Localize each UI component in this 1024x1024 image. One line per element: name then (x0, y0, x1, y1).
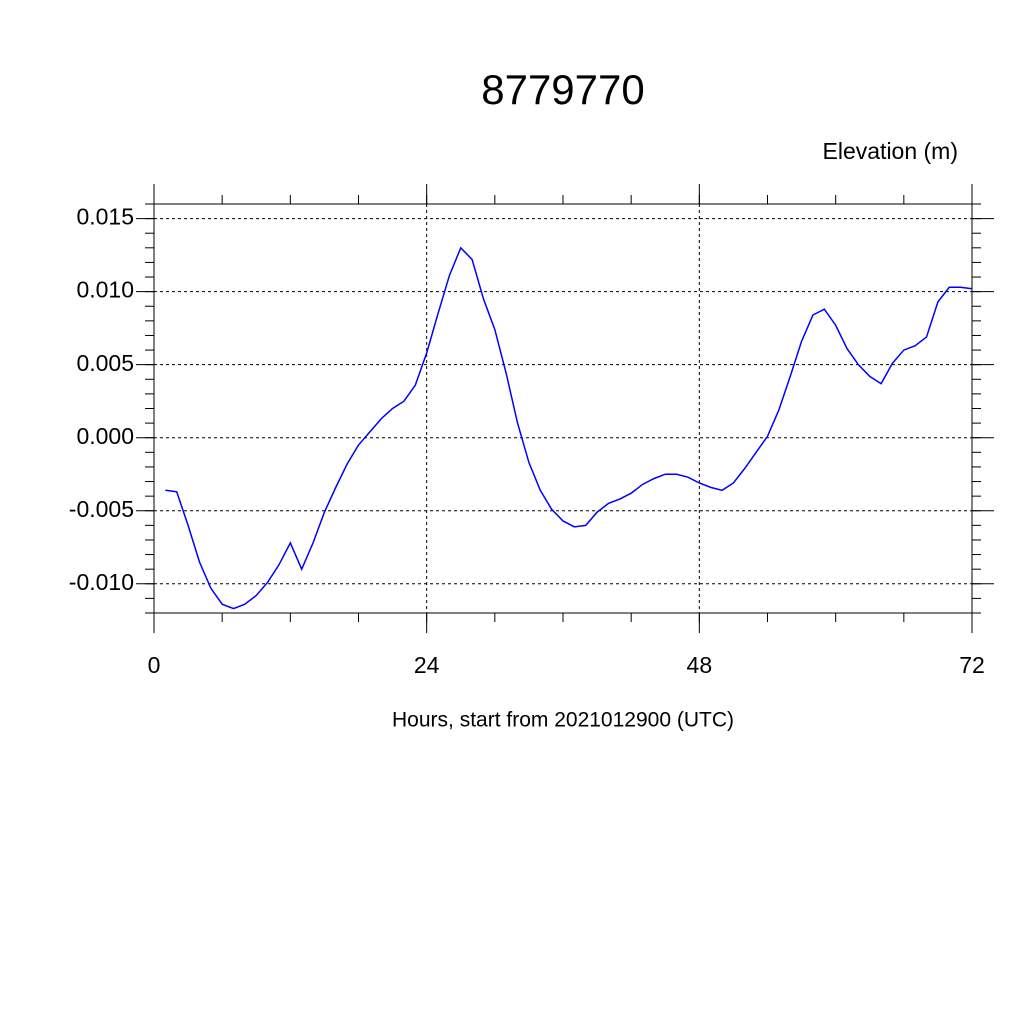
y-tick-label: -0.010 (69, 569, 134, 595)
x-axis-label: Hours, start from 2021012900 (UTC) (392, 709, 734, 732)
chart-title: 8779770 (481, 66, 645, 113)
y-tick-label: -0.005 (69, 496, 134, 522)
x-tick-label: 72 (959, 652, 985, 678)
subtitle: Elevation (m) (823, 138, 958, 164)
x-tick-label: 0 (148, 652, 161, 678)
y-tick-label: 0.010 (76, 277, 134, 303)
y-tick-label: 0.015 (76, 204, 134, 230)
x-tick-label: 24 (414, 652, 440, 678)
data-line (165, 246, 973, 610)
y-tick-label: 0.000 (76, 423, 134, 449)
y-tick-label: 0.005 (76, 350, 134, 376)
plot-frame (153, 203, 973, 614)
x-tick-label: 48 (687, 652, 713, 678)
